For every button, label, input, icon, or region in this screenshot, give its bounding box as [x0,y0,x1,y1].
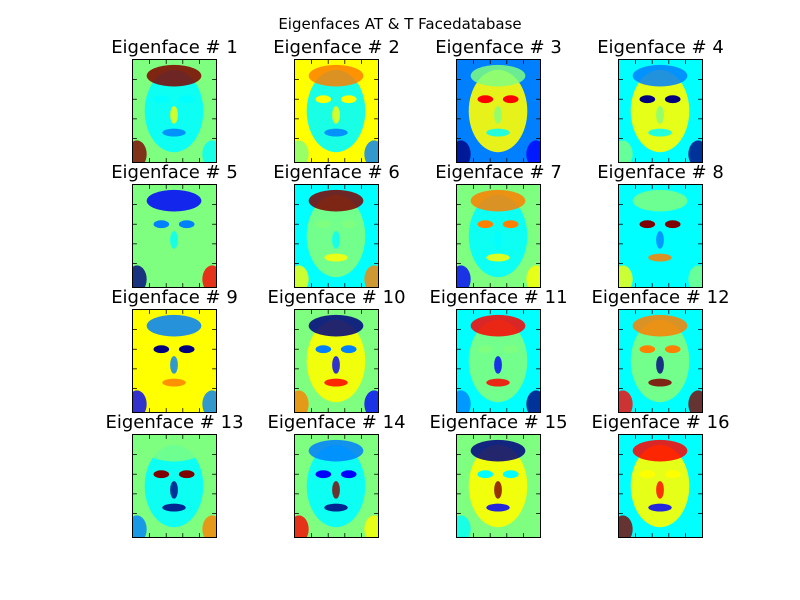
eigenface-panel: Eigenface # 13 [94,413,255,538]
eigenface-image [294,184,379,288]
eigenface-panel: Eigenface # 11 [418,288,579,413]
eigenface-panel: Eigenface # 9 [94,288,255,413]
eigenface-image [456,434,541,538]
eigenface-panel: Eigenface # 16 [580,413,741,538]
eigenface-title: Eigenface # 16 [591,412,730,433]
eigenface-title: Eigenface # 15 [429,412,568,433]
eigenface-title: Eigenface # 14 [267,412,406,433]
eigenface-image [294,309,379,413]
eigenface-image [132,59,217,163]
eigenface-title: Eigenface # 6 [273,162,400,183]
eigenface-title: Eigenface # 5 [111,162,238,183]
eigenface-image [618,309,703,413]
eigenface-image [132,434,217,538]
eigenface-image [618,59,703,163]
eigenface-title: Eigenface # 1 [111,37,238,58]
eigenface-panel: Eigenface # 1 [94,38,255,163]
eigenface-image [618,434,703,538]
eigenface-panel: Eigenface # 7 [418,163,579,288]
eigenface-panel: Eigenface # 4 [580,38,741,163]
eigenface-title: Eigenface # 9 [111,287,238,308]
eigenface-panel: Eigenface # 15 [418,413,579,538]
eigenface-image [132,184,217,288]
eigenface-title: Eigenface # 7 [435,162,562,183]
eigenface-panel: Eigenface # 5 [94,163,255,288]
eigenface-title: Eigenface # 12 [591,287,730,308]
eigenface-image [294,434,379,538]
eigenface-image [132,309,217,413]
eigenface-image [456,184,541,288]
eigenface-title: Eigenface # 8 [597,162,724,183]
eigenface-title: Eigenface # 10 [267,287,406,308]
eigenface-panel: Eigenface # 12 [580,288,741,413]
eigenface-title: Eigenface # 2 [273,37,400,58]
eigenface-image [294,59,379,163]
eigenface-panel: Eigenface # 3 [418,38,579,163]
eigenface-panel: Eigenface # 8 [580,163,741,288]
eigenface-title: Eigenface # 4 [597,37,724,58]
eigenface-title: Eigenface # 11 [429,287,568,308]
eigenface-panel: Eigenface # 10 [256,288,417,413]
eigenface-panel: Eigenface # 6 [256,163,417,288]
eigenface-image [456,59,541,163]
eigenface-panel: Eigenface # 14 [256,413,417,538]
figure-title: Eigenfaces AT & T Facedatabase [278,15,522,33]
eigenface-image [618,184,703,288]
eigenface-image [456,309,541,413]
eigenface-title: Eigenface # 13 [105,412,244,433]
eigenface-title: Eigenface # 3 [435,37,562,58]
eigenface-panel: Eigenface # 2 [256,38,417,163]
